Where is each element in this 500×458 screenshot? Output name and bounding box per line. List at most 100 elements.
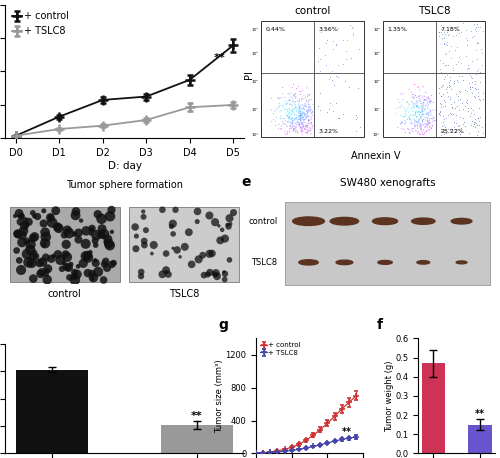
Point [354, 84, 362, 91]
Point [181, 243, 189, 251]
Point [407, 111, 415, 119]
Point [303, 122, 311, 129]
Point [272, 104, 280, 112]
Point [297, 116, 305, 124]
Point [296, 112, 304, 119]
Point [297, 115, 305, 122]
Point [290, 126, 298, 134]
Point [472, 23, 480, 30]
Point [286, 122, 294, 130]
Point [40, 207, 48, 214]
Point [446, 125, 454, 132]
Point [306, 127, 314, 134]
Point [418, 104, 426, 111]
Point [290, 92, 298, 99]
Point [286, 123, 294, 130]
Point [462, 86, 469, 93]
Point [294, 119, 302, 126]
Point [454, 79, 462, 86]
Point [408, 117, 416, 125]
Point [462, 34, 470, 42]
Point [306, 104, 314, 111]
Point [305, 107, 313, 114]
Point [280, 103, 287, 110]
Point [402, 118, 409, 125]
Point [297, 112, 305, 119]
Point [42, 254, 50, 261]
Point [325, 106, 333, 113]
Point [300, 102, 308, 109]
Point [300, 116, 308, 123]
Point [298, 111, 306, 119]
Point [305, 117, 313, 124]
Point [421, 123, 429, 131]
Point [424, 98, 432, 105]
Point [305, 117, 313, 124]
Point [348, 55, 356, 62]
Point [306, 96, 314, 104]
Point [292, 90, 300, 98]
Point [274, 106, 282, 113]
Point [442, 115, 450, 122]
Point [52, 207, 60, 214]
Y-axis label: Tumor weight (g): Tumor weight (g) [385, 360, 394, 431]
Point [416, 93, 424, 100]
Point [402, 110, 409, 117]
Point [476, 23, 484, 30]
Point [288, 120, 296, 127]
Point [66, 274, 74, 281]
Point [428, 121, 436, 129]
Point [406, 116, 414, 123]
Point [296, 96, 304, 104]
Point [474, 67, 482, 75]
Point [295, 95, 303, 103]
Point [140, 241, 148, 249]
Point [92, 259, 100, 267]
Point [280, 93, 288, 101]
Point [421, 114, 429, 121]
Point [334, 114, 342, 122]
Ellipse shape [336, 260, 353, 265]
Point [302, 115, 310, 123]
Point [285, 110, 293, 117]
Point [452, 23, 460, 31]
Point [426, 120, 434, 127]
Point [292, 115, 300, 122]
Point [418, 108, 426, 115]
Point [429, 118, 437, 125]
Point [296, 108, 304, 115]
Point [288, 110, 296, 118]
Point [293, 117, 301, 125]
Point [300, 116, 308, 123]
Point [290, 123, 298, 130]
Point [431, 117, 439, 124]
Point [98, 225, 106, 232]
Point [290, 125, 298, 133]
Point [459, 76, 467, 83]
Point [456, 30, 464, 37]
Point [293, 119, 301, 126]
Point [30, 275, 38, 282]
Point [302, 114, 310, 121]
Point [296, 112, 304, 119]
Point [282, 106, 290, 113]
Point [305, 92, 313, 99]
Point [300, 118, 308, 125]
Point [169, 220, 177, 227]
Point [308, 124, 316, 131]
Point [398, 125, 406, 132]
Point [421, 120, 429, 127]
Point [471, 118, 479, 125]
Ellipse shape [417, 261, 430, 264]
Point [193, 218, 201, 225]
Point [332, 72, 340, 79]
Point [476, 78, 484, 86]
Point [277, 122, 285, 130]
Point [436, 32, 444, 39]
Point [436, 125, 444, 132]
Point [296, 110, 304, 117]
Point [443, 28, 451, 35]
Point [296, 124, 304, 131]
Point [300, 109, 308, 117]
Point [304, 107, 312, 114]
